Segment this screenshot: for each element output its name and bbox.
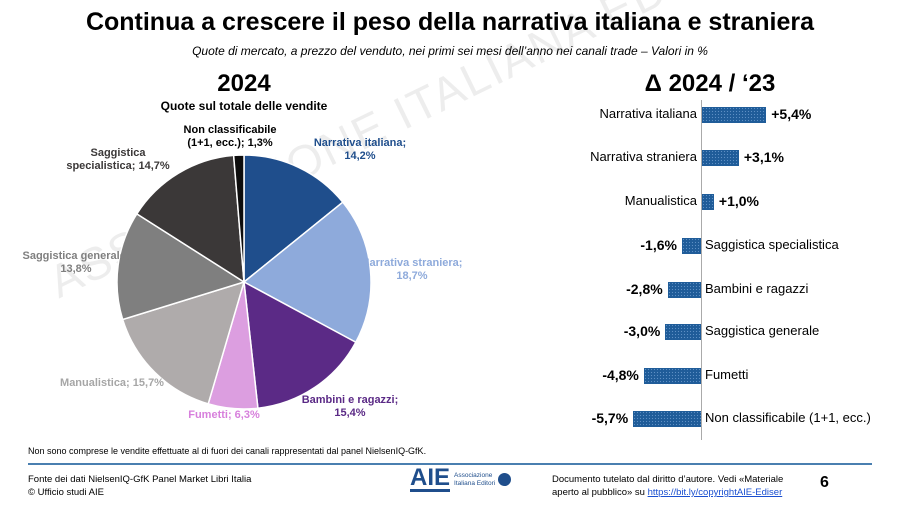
bar-value-label: +5,4% xyxy=(771,106,812,122)
bar-value-label: -5,7% xyxy=(591,410,629,426)
footnote: Non sono comprese le vendite effettuate … xyxy=(28,446,427,456)
pie-slice xyxy=(243,280,357,410)
bar-category-label: Bambini e ragazzi xyxy=(705,281,809,296)
source: Fonte dei dati NielsenIQ-GfK Panel Marke… xyxy=(28,474,252,485)
page-title: Continua a crescere il peso della narrat… xyxy=(85,8,815,36)
pie-label: Fumetti; 6,3% xyxy=(188,409,260,421)
bar-value-label: -3,0% xyxy=(623,323,661,339)
logo-mark: AIE xyxy=(410,464,451,492)
bar-category-label: Narrativa italiana xyxy=(599,106,697,121)
bar-title: Δ 2024 / ‘23 xyxy=(644,70,776,97)
bar-value-label: -2,8% xyxy=(626,281,663,297)
rights: Documento tutelato dal diritto d’autore.… xyxy=(552,474,784,498)
pie-label: Narrativa straniera; 18,7% xyxy=(361,257,463,282)
pie-slice xyxy=(116,212,246,321)
bar xyxy=(702,150,739,166)
pie-slice xyxy=(232,154,245,283)
bar xyxy=(681,238,701,254)
pie-title: 2024 xyxy=(217,70,271,97)
bar-category-label: Non classificabile (1+1, ecc.) xyxy=(705,410,871,425)
pie-subtitle: Quote sul totale delle vendite xyxy=(160,99,328,113)
bar-category-label: Saggistica specialistica xyxy=(705,237,839,252)
copyright: © Ufficio studi AIE xyxy=(28,487,104,498)
pie-slice xyxy=(121,280,246,405)
bar-value-label: -1,6% xyxy=(640,237,677,253)
pie-label: Narrativa italiana; 14,2% xyxy=(313,137,407,162)
page-subtitle: Quote di mercato, a prezzo del venduto, … xyxy=(192,44,708,58)
pie-label: Saggistica specialistica; 14,7% xyxy=(66,147,170,172)
bar xyxy=(643,368,701,384)
bar-category-label: Fumetti xyxy=(705,367,749,382)
bar-value-label: +3,1% xyxy=(743,149,784,165)
bar-value-label: -4,8% xyxy=(602,367,639,383)
logo-badge-icon xyxy=(498,473,512,486)
bar-category-label: Saggistica generale xyxy=(705,323,820,338)
bar-axis xyxy=(701,100,702,440)
logo-text: Associazione Italiana Editori xyxy=(454,471,496,487)
pie-label: Manualistica; 15,7% xyxy=(60,377,164,389)
pie-label: Saggistica generale; 13,8% xyxy=(22,250,130,275)
bar-category-label: Manualistica xyxy=(624,193,697,208)
bar-category-label: Narrativa straniera xyxy=(590,149,697,164)
source-text: Fonte dei dati NielsenIQ-GfK Panel Marke… xyxy=(28,473,251,499)
rights-text: Documento tutelato dal diritto d’autore.… xyxy=(552,473,792,499)
bar xyxy=(702,194,714,210)
bar xyxy=(667,282,701,298)
bar-value-label: +1,0% xyxy=(718,193,759,209)
copyright-link[interactable]: https://bit.ly/copyrightAIE-Ediser xyxy=(647,487,783,498)
bar xyxy=(702,107,767,123)
divider xyxy=(28,463,872,465)
pie-slice xyxy=(243,154,344,284)
page-number: 6 xyxy=(820,474,829,491)
bar xyxy=(633,411,701,427)
pie-slice xyxy=(135,154,245,284)
pie-label: Bambini e ragazzi; 15,4% xyxy=(301,394,399,419)
aie-logo: AIE Associazione Italiana Editori xyxy=(410,464,512,492)
pie-slice xyxy=(242,201,372,344)
pie-label: Non classificabile (1+1, ecc.); 1,3% xyxy=(183,124,277,149)
bar xyxy=(665,324,701,340)
